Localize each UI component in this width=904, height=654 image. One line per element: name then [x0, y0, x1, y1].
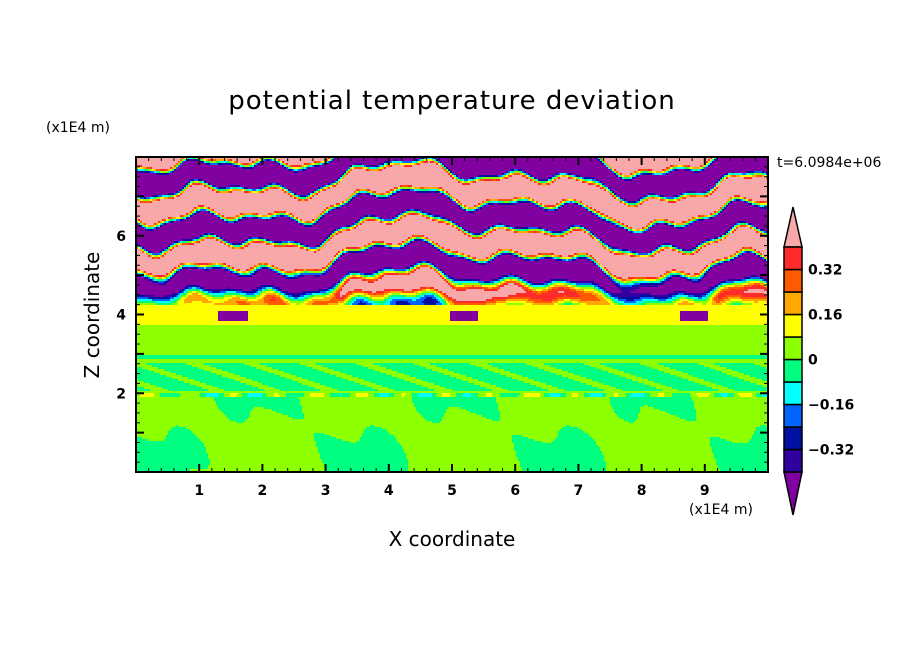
- colorbar-swatch: [783, 268, 803, 293]
- colorbar-tick-label: 0.16: [808, 308, 843, 324]
- x-tick-label: 4: [384, 483, 394, 499]
- colorbar-swatch: [783, 403, 803, 428]
- colorbar-tick-label: −0.32: [808, 443, 854, 459]
- colorbar-swatch: [783, 448, 803, 473]
- colorbar-swatch: [783, 336, 803, 361]
- x-tick-label: 7: [574, 483, 584, 499]
- colorbar-swatch: [783, 313, 803, 338]
- plot-frame: [135, 156, 769, 473]
- x-axis-label: X coordinate: [388, 527, 516, 551]
- colorbar-tick-label: 0: [808, 353, 818, 369]
- colorbar-tick-label: −0.16: [808, 398, 854, 414]
- y-tick-label: 2: [116, 386, 126, 402]
- x-tick-label: 2: [258, 483, 268, 499]
- colorbar-over-triangle: [783, 206, 803, 248]
- colorbar-swatch: [783, 358, 803, 383]
- x-tick-label: 9: [700, 483, 710, 499]
- x-tick-label: 8: [637, 483, 647, 499]
- colorbar-swatch: [783, 381, 803, 406]
- colorbar-swatch: [783, 291, 803, 316]
- colorbar-swatch: [783, 426, 803, 451]
- time-label: t=6.0984e+06: [777, 155, 882, 171]
- contour-field: [136, 157, 768, 472]
- colorbar-tick-label: 0.32: [808, 263, 843, 279]
- colorbar-swatch: [783, 246, 803, 271]
- x-tick-label: 6: [510, 483, 520, 499]
- x-tick-label: 1: [194, 483, 204, 499]
- x-axis-unit: (x1E4 m): [689, 502, 753, 518]
- x-tick-label: 5: [447, 483, 457, 499]
- chart-title: potential temperature deviation: [228, 86, 676, 116]
- y-tick-label: 4: [116, 308, 126, 324]
- x-tick-label: 3: [321, 483, 331, 499]
- y-tick-label: 6: [116, 229, 126, 245]
- colorbar-under-triangle: [783, 471, 803, 516]
- y-axis-unit: (x1E4 m): [46, 120, 110, 136]
